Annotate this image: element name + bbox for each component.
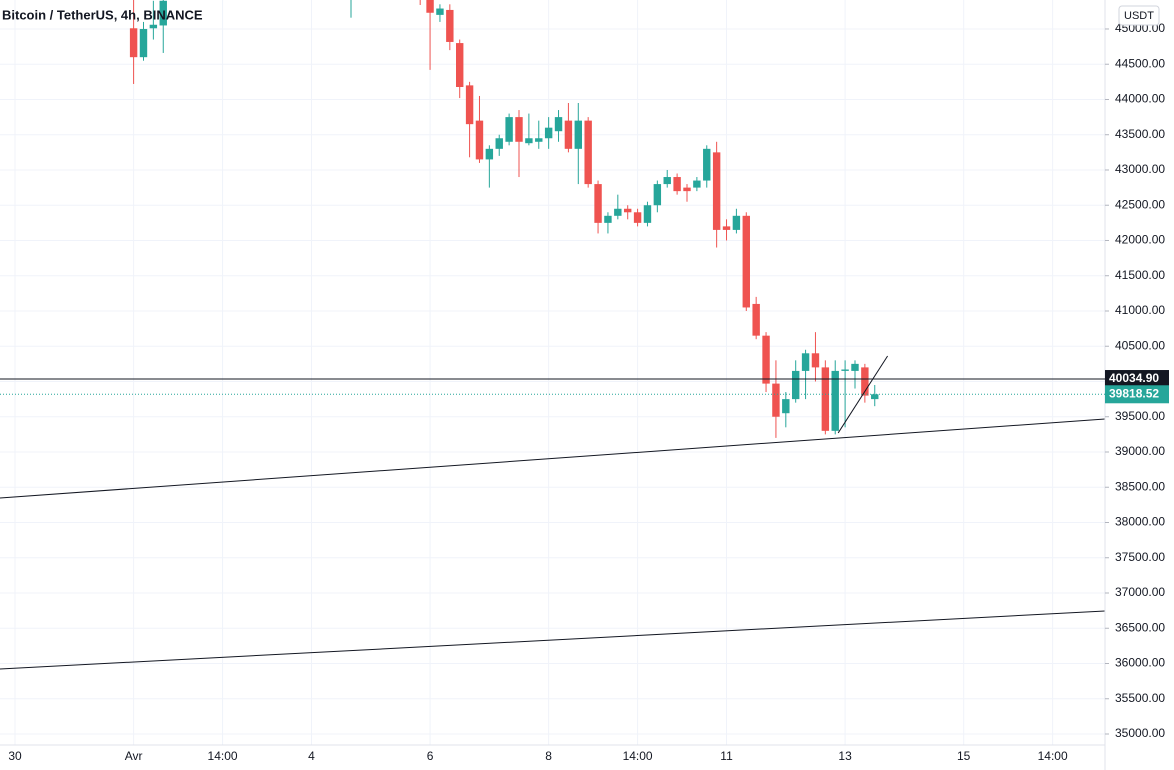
candle-body bbox=[663, 177, 671, 185]
x-tick-label: 14:00 bbox=[1038, 749, 1068, 763]
candle-body bbox=[149, 24, 158, 29]
grid bbox=[0, 0, 1105, 745]
candle-body bbox=[604, 215, 612, 223]
y-tick-label: 38000.00 bbox=[1115, 515, 1165, 529]
candle-body bbox=[841, 369, 849, 371]
y-tick-label: 35000.00 bbox=[1115, 726, 1165, 740]
candle-body bbox=[801, 353, 810, 371]
candle-body bbox=[139, 28, 148, 58]
x-tick-label: Avr bbox=[125, 749, 143, 763]
y-tick-label: 36000.00 bbox=[1115, 656, 1165, 670]
candle-body bbox=[554, 117, 563, 132]
candle-body bbox=[446, 9, 454, 42]
candle-body bbox=[485, 148, 494, 160]
candle-body bbox=[426, 0, 434, 13]
x-tick-label: 15 bbox=[957, 749, 971, 763]
candle-body bbox=[871, 394, 879, 400]
candle-body bbox=[683, 187, 691, 192]
candle-body bbox=[159, 0, 167, 26]
candle-body bbox=[811, 353, 820, 368]
currency-box bbox=[1118, 5, 1160, 26]
candle-body bbox=[693, 180, 701, 188]
candle-body bbox=[712, 152, 721, 230]
candle-body bbox=[762, 335, 770, 384]
plot-area bbox=[0, 0, 1105, 670]
candle-body bbox=[821, 367, 830, 431]
y-tick-label: 39500.00 bbox=[1115, 409, 1165, 423]
candle-body bbox=[495, 138, 503, 149]
y-tick-label: 37000.00 bbox=[1115, 585, 1165, 599]
y-tick-label: 43500.00 bbox=[1115, 127, 1165, 141]
candle-body bbox=[574, 120, 582, 149]
candle-body bbox=[653, 184, 662, 206]
candle-body bbox=[505, 117, 513, 142]
x-tick-label: 4 bbox=[308, 749, 315, 763]
candle-body bbox=[456, 43, 464, 88]
x-tick-label: 14:00 bbox=[623, 749, 653, 763]
y-tick-label: 35500.00 bbox=[1115, 691, 1165, 705]
candle-body bbox=[623, 208, 632, 213]
x-tick-label: 6 bbox=[427, 749, 434, 763]
y-tick-label: 38500.00 bbox=[1115, 479, 1165, 493]
candle-body bbox=[742, 215, 750, 308]
y-tick-label: 42500.00 bbox=[1115, 197, 1165, 211]
y-tick-label: 44000.00 bbox=[1115, 92, 1165, 106]
candle-body bbox=[436, 8, 444, 15]
candle-body bbox=[643, 205, 652, 223]
candle-body bbox=[703, 148, 711, 181]
y-tick-label: 41000.00 bbox=[1115, 303, 1165, 317]
candle-body bbox=[861, 367, 869, 396]
candle-body bbox=[584, 120, 592, 185]
candle-body bbox=[791, 370, 800, 400]
candle-body bbox=[594, 184, 602, 223]
y-tick-label: 40500.00 bbox=[1115, 338, 1165, 352]
trend-line bbox=[0, 610, 1105, 670]
candle-body bbox=[465, 85, 474, 125]
y-tick-label: 42000.00 bbox=[1115, 233, 1165, 247]
x-tick-label: 13 bbox=[838, 749, 852, 763]
currency: USDT bbox=[1124, 10, 1154, 22]
candle-body bbox=[515, 117, 523, 142]
trend-line bbox=[0, 418, 1105, 499]
candle-body bbox=[535, 138, 543, 142]
y-tick-label: 43000.00 bbox=[1115, 162, 1165, 176]
y-tick-label: 41500.00 bbox=[1115, 268, 1165, 282]
candle-body bbox=[564, 120, 573, 149]
candle-body bbox=[475, 120, 484, 160]
last-price-label: 39818.52 bbox=[1109, 386, 1159, 400]
candle-body bbox=[782, 399, 790, 414]
candle-body bbox=[772, 383, 780, 417]
y-tick-label: 39000.00 bbox=[1115, 444, 1165, 458]
price-line-box bbox=[1105, 370, 1169, 389]
y-tick-label: 37500.00 bbox=[1115, 550, 1165, 564]
candle-body bbox=[525, 138, 533, 144]
candle-body bbox=[722, 226, 731, 230]
y-tick-label: 44500.00 bbox=[1115, 56, 1165, 70]
x-tick-label: 11 bbox=[720, 749, 733, 763]
candle-body bbox=[752, 303, 760, 336]
price-line-label: 40034.90 bbox=[1109, 371, 1159, 385]
candle-body bbox=[732, 215, 741, 230]
x-tick-label: 14:00 bbox=[208, 749, 238, 763]
candle-body bbox=[544, 127, 553, 139]
last-price-box bbox=[1105, 385, 1169, 404]
candle-body bbox=[633, 212, 642, 223]
candle-body bbox=[614, 208, 622, 216]
x-tick-label: 30 bbox=[8, 749, 22, 763]
y-tick-label: 36500.00 bbox=[1115, 620, 1165, 634]
trend-line bbox=[837, 355, 889, 434]
candle-body bbox=[673, 177, 681, 192]
chart-title: Bitcoin / TetherUS, 4h, BINANCE bbox=[2, 7, 203, 22]
candle-body bbox=[129, 28, 138, 58]
candle-body bbox=[851, 363, 859, 371]
x-tick-label: 8 bbox=[545, 749, 552, 763]
candle-body bbox=[831, 370, 839, 431]
